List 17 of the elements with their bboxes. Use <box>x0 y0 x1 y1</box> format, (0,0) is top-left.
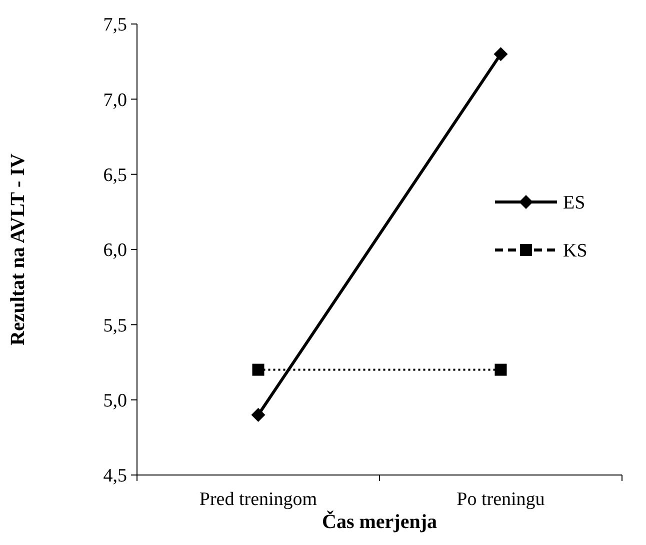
point <box>252 364 264 376</box>
x-tick-label: Pred treningom <box>199 489 318 510</box>
x-axis-title: Čas merjenja <box>322 510 437 533</box>
y-tick-label: 4,5 <box>103 466 127 487</box>
y-tick-label: 6,5 <box>103 164 127 186</box>
point <box>494 364 507 376</box>
legend-label: KS <box>563 240 588 262</box>
point <box>494 47 508 62</box>
y-tick-label: 5,5 <box>103 315 127 336</box>
y-tick-label: 5,0 <box>103 390 127 412</box>
legend-label: ES <box>563 192 586 214</box>
y-tick-label: 6,0 <box>103 240 127 262</box>
x-tick-label: Po treningu <box>456 489 546 510</box>
y-tick-label: 7,0 <box>103 90 127 111</box>
y-axis-title: Rezultat na AVLT - IV <box>7 153 29 346</box>
y-tick-label: 7,5 <box>103 14 127 36</box>
point <box>251 408 266 422</box>
